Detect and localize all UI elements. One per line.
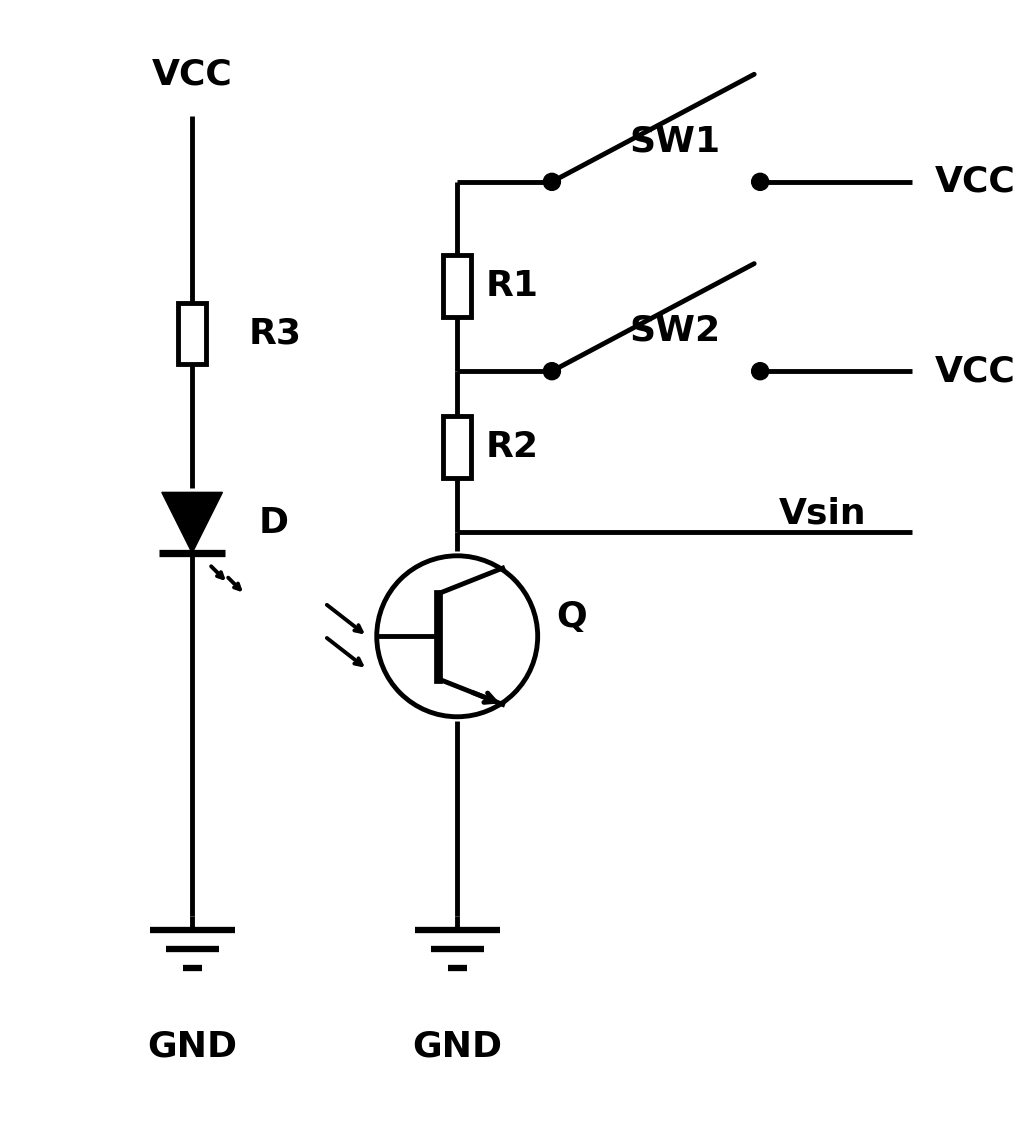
Text: GND: GND — [147, 1029, 237, 1064]
Circle shape — [376, 556, 538, 717]
Text: SW1: SW1 — [629, 124, 720, 158]
Text: R1: R1 — [486, 269, 539, 303]
Circle shape — [752, 173, 768, 190]
Text: GND: GND — [412, 1029, 502, 1064]
Text: VCC: VCC — [935, 355, 1016, 389]
Polygon shape — [162, 492, 222, 553]
Text: Q: Q — [557, 601, 587, 634]
Bar — [443, 255, 472, 317]
Text: R2: R2 — [486, 430, 539, 464]
Text: VCC: VCC — [151, 58, 232, 92]
Bar — [443, 416, 472, 478]
Circle shape — [752, 363, 768, 380]
Text: VCC: VCC — [935, 165, 1016, 198]
Text: D: D — [259, 506, 288, 539]
Bar — [178, 302, 207, 364]
Text: R3: R3 — [249, 316, 302, 350]
Circle shape — [543, 363, 561, 380]
Circle shape — [543, 173, 561, 190]
Text: Vsin: Vsin — [780, 496, 866, 530]
Text: SW2: SW2 — [629, 314, 720, 348]
